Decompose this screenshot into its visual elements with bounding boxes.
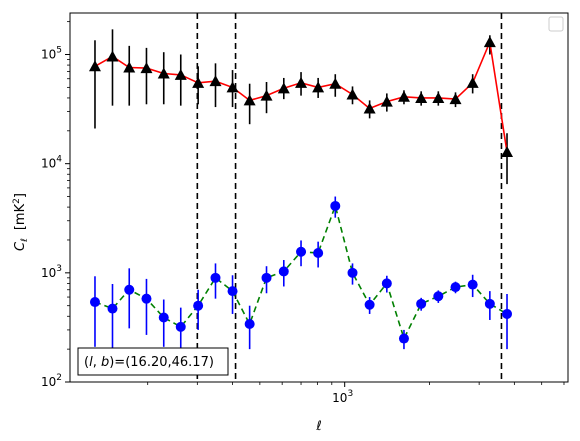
data-point-circle xyxy=(364,299,375,310)
data-point-triangle xyxy=(277,82,290,94)
data-point-circle xyxy=(141,293,152,304)
data-point-circle xyxy=(107,303,118,314)
y-tick-label: 104 xyxy=(41,155,62,171)
data-point-circle xyxy=(416,298,427,309)
data-point-circle xyxy=(227,286,238,297)
data-point-triangle xyxy=(260,89,273,101)
y-tick-label: 103 xyxy=(41,264,62,280)
data-point-circle xyxy=(484,298,495,309)
data-point-triangle xyxy=(209,75,222,87)
data-point-triangle xyxy=(483,36,496,48)
data-point-triangle xyxy=(243,94,256,106)
series-line xyxy=(94,39,508,153)
series-line xyxy=(94,203,508,341)
y-label-unit-sup: 2 xyxy=(12,198,22,204)
data-point-triangle xyxy=(346,88,359,100)
data-point-triangle xyxy=(140,62,153,74)
svg-text:Cℓ[mK2]: Cℓ [mK2] xyxy=(12,193,30,251)
data-point-triangle xyxy=(415,91,428,103)
data-point-triangle xyxy=(329,77,342,89)
axis-ticks: 102 103 104 105 103 xyxy=(41,21,565,405)
data-point-circle xyxy=(450,282,461,293)
vertical-marker-lines xyxy=(196,13,503,382)
data-point-triangle xyxy=(312,81,325,93)
data-point-circle xyxy=(433,291,444,302)
data-point-circle xyxy=(330,200,341,211)
data-point-triangle xyxy=(432,91,445,103)
data-point-triangle xyxy=(295,76,308,88)
data-point-circle xyxy=(244,318,255,329)
legend-box xyxy=(548,16,564,32)
data-point-circle xyxy=(124,284,135,295)
data-point-circle xyxy=(296,246,307,257)
data-point-triangle xyxy=(466,76,479,88)
data-point-circle xyxy=(398,333,409,344)
y-label-sub: ℓ xyxy=(20,238,30,243)
data-point-circle xyxy=(381,278,392,289)
data-point-circle xyxy=(347,267,358,278)
data-point-triangle xyxy=(123,61,136,73)
y-label-unit-end: ] xyxy=(13,193,28,198)
x-tick-label: 103 xyxy=(332,389,353,405)
y-label-unit: [mK xyxy=(13,203,28,230)
data-point-circle xyxy=(158,312,169,323)
data-point-triangle xyxy=(449,93,462,105)
data-point-triangle xyxy=(88,60,101,72)
data-point-triangle xyxy=(397,90,410,102)
data-point-triangle xyxy=(363,102,376,114)
series-triangles xyxy=(88,29,514,185)
plot-frame xyxy=(69,12,569,383)
y-axis-label: Cℓ [mK2] xyxy=(12,193,30,251)
data-point-circle xyxy=(467,279,478,290)
annotation-box: (l, b)=(16.20,46.17) xyxy=(77,347,229,376)
data-point-triangle xyxy=(192,76,205,88)
data-point-triangle xyxy=(174,68,187,80)
data-point-circle xyxy=(313,247,324,258)
svg-text:(l, b)=(16.20,46.17): (l, b)=(16.20,46.17) xyxy=(84,355,214,370)
data-point-triangle xyxy=(226,81,239,93)
data-point-triangle xyxy=(106,50,119,62)
y-label-main: C xyxy=(13,241,28,251)
data-point-circle xyxy=(210,272,221,283)
y-tick-label: 102 xyxy=(41,373,62,389)
data-point-circle xyxy=(175,321,186,332)
data-point-circle xyxy=(278,266,289,277)
data-point-triangle xyxy=(380,95,393,107)
data-point-circle xyxy=(502,308,513,319)
data-point-triangle xyxy=(501,145,514,157)
x-axis-label: ℓ xyxy=(315,419,321,434)
data-point-circle xyxy=(261,272,272,283)
y-tick-label: 105 xyxy=(41,46,62,62)
series-circles xyxy=(89,196,513,355)
data-point-circle xyxy=(193,300,204,311)
data-point-circle xyxy=(89,297,100,308)
data-point-triangle xyxy=(157,67,170,79)
